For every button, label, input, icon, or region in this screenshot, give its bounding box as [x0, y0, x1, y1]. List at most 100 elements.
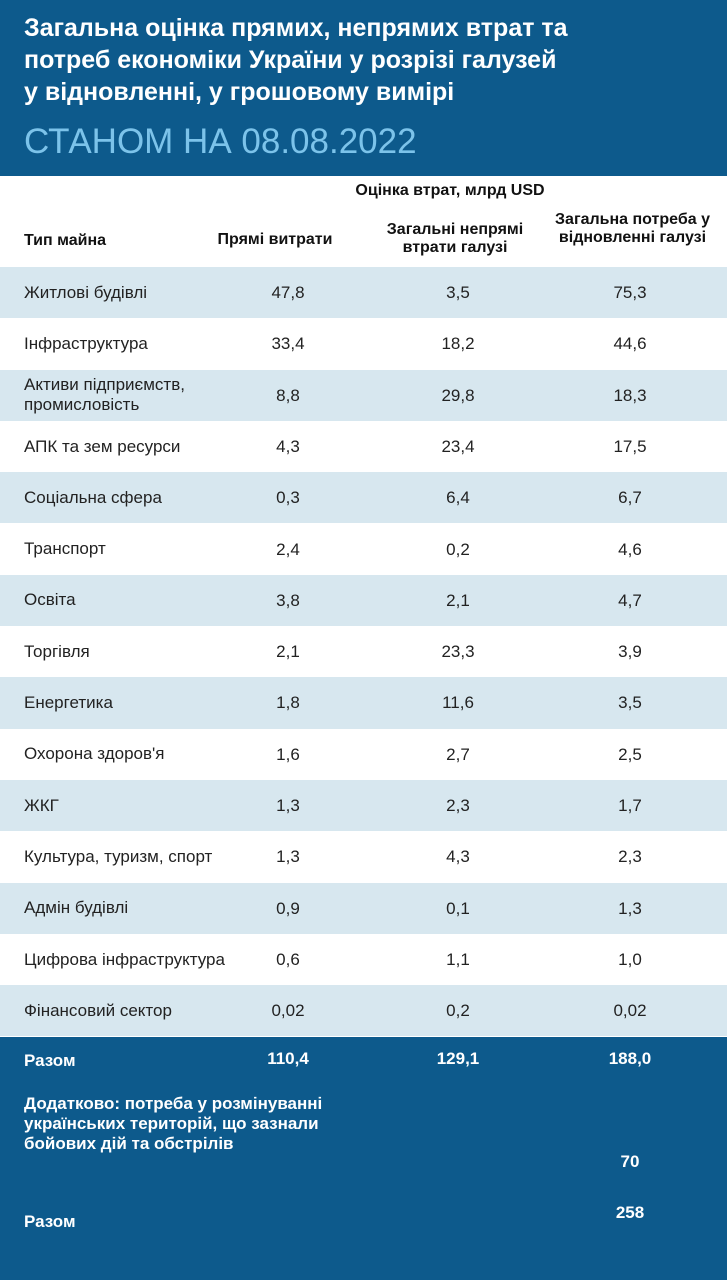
cell-value: 2,1 — [446, 590, 470, 610]
cell-value: 1,0 — [618, 949, 642, 969]
cell-value: 0,2 — [446, 539, 470, 559]
cell-value: 4,6 — [618, 539, 642, 559]
cell-value: 1,1 — [446, 949, 470, 969]
table-row — [0, 677, 727, 729]
row-label-text: ЖКГ — [24, 795, 59, 815]
cell-value: 0,02 — [613, 1001, 647, 1021]
row-label-text: Освіта — [24, 590, 76, 610]
row-label-text: Адмін будівлі — [24, 898, 129, 918]
row-label: Соціальна сфера — [24, 472, 239, 523]
row-label-text: Цифрова інфраструктура — [24, 949, 225, 969]
cell-value: 0,9 — [276, 898, 300, 918]
cell-value: 1,7 — [618, 796, 642, 815]
row-label: Житлові будівлі — [24, 267, 239, 318]
title-line: у відновленні, у грошовому вимірі — [24, 78, 455, 106]
row-label-text: Житлові будівлі — [24, 282, 148, 302]
row-label-text: Фінансовий сектор — [24, 1000, 172, 1020]
table-row — [0, 780, 727, 832]
row-label: Охорона здоров'я — [24, 729, 239, 780]
cell-value: 2,4 — [276, 539, 300, 559]
cell-value: 3,5 — [618, 693, 642, 713]
table-row — [0, 728, 727, 780]
cell-value: 2,1 — [276, 642, 300, 662]
total-label: Разом — [24, 1051, 76, 1070]
cell-value: 8,8 — [276, 385, 300, 405]
row-label: Культура, туризм, спорт — [24, 831, 239, 882]
row-label: Інфраструктура — [24, 318, 239, 369]
table-row — [0, 267, 727, 319]
cell-value: 0,3 — [276, 488, 300, 508]
cell-value: 11,6 — [442, 693, 474, 713]
cell-value: 1,3 — [276, 796, 300, 815]
subtitle: СТАНОМ НА 08.08.2022 — [24, 122, 417, 161]
row-label-text: Охорона здоров'я — [24, 744, 165, 764]
table-row — [0, 831, 727, 883]
additional-value: 70 — [620, 1152, 640, 1171]
cell-value: 23,4 — [441, 436, 475, 456]
total-value: 188,0 — [608, 1049, 652, 1068]
cell-value: 1,3 — [618, 898, 642, 918]
column-header: Загальна потреба у відновленні галузі — [555, 211, 710, 246]
header-band — [0, 0, 727, 176]
cell-value: 47,8 — [271, 283, 305, 302]
table-row — [0, 523, 727, 575]
table-row — [0, 574, 727, 627]
group-header: Оцінка втрат, млрд USD — [355, 182, 545, 199]
cell-value: 0,6 — [276, 949, 300, 969]
cell-value: 29,8 — [441, 385, 475, 405]
cell-value: 6,7 — [618, 488, 642, 508]
cell-value: 1,3 — [276, 847, 300, 867]
column-header: Прямі витрати — [217, 231, 333, 248]
cell-value: 3,9 — [618, 642, 642, 662]
row-label: Адмін будівлі — [24, 883, 239, 934]
cell-value: 4,7 — [618, 590, 642, 610]
cell-value: 2,3 — [446, 796, 470, 815]
table-row — [0, 420, 727, 473]
row-label-text: Культура, туризм, спорт — [24, 846, 213, 866]
cell-value: 3,8 — [276, 590, 300, 610]
cell-value: 3,5 — [446, 283, 470, 302]
grand-total-label: Разом — [24, 1212, 76, 1231]
cell-value: 18,2 — [441, 334, 475, 354]
cell-value: 0,2 — [446, 1001, 470, 1021]
table-row — [0, 369, 727, 421]
row-label: ЖКГ — [24, 780, 239, 831]
row-label: Транспорт — [24, 524, 239, 575]
cell-value: 2,3 — [618, 847, 642, 867]
total-value: 110,4 — [267, 1049, 309, 1068]
row-label: Торгівля — [24, 626, 239, 677]
additional-label: Додатково: потреба у розмінуванні україн… — [24, 1094, 323, 1153]
cell-value: 1,8 — [276, 693, 300, 713]
cell-value: 2,5 — [618, 744, 642, 764]
row-label: Енергетика — [24, 677, 239, 728]
cell-value: 1,6 — [276, 744, 300, 764]
cell-value: 6,4 — [446, 488, 470, 508]
cell-value: 2,7 — [446, 744, 470, 764]
total-value: 129,1 — [436, 1049, 480, 1068]
table-row — [0, 882, 727, 934]
cell-value: 75,3 — [613, 283, 647, 302]
row-label-text: Торгівля — [24, 641, 90, 661]
row-label: Освіта — [24, 575, 239, 626]
row-label-text: АПК та зем ресурси — [24, 436, 181, 456]
cell-value: 4,3 — [276, 436, 300, 456]
row-label: Цифрова інфраструктура — [24, 934, 239, 985]
grand-total-value: 258 — [615, 1203, 645, 1222]
row-label-text: Соціальна сфера — [24, 487, 162, 507]
table-row — [0, 626, 727, 678]
column-header: Тип майна — [24, 232, 107, 249]
title-line: Загальна оцінка прямих, непрямих втрат т… — [24, 14, 568, 42]
row-label: Фінансовий сектор — [24, 985, 239, 1036]
cell-value: 0,1 — [446, 898, 470, 918]
table-row — [0, 472, 727, 524]
cell-value: 18,3 — [613, 385, 647, 405]
row-label-text: Інфраструктура — [24, 333, 148, 353]
footer-band — [0, 1037, 727, 1280]
title-line: потреб економіки України у розрізі галуз… — [24, 46, 557, 74]
row-label: Активи підприємств, промисловість — [24, 370, 239, 421]
row-label-text: Транспорт — [24, 539, 106, 559]
row-label: АПК та зем ресурси — [24, 421, 239, 472]
row-label-text: Активи підприємств, промисловість — [24, 375, 185, 415]
table-row — [0, 985, 727, 1037]
